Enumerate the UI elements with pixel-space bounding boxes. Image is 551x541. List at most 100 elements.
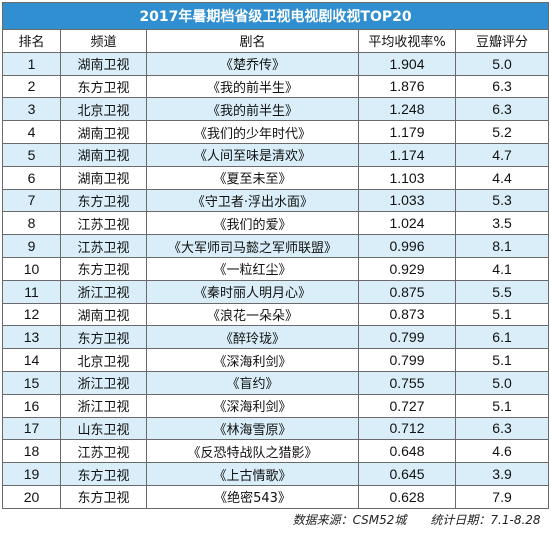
channel-cell: 浙江卫视	[60, 279, 147, 304]
drama-cell: 《秦时丽人明月心》	[146, 279, 359, 304]
douban-cell: 4.1	[454, 256, 550, 281]
table-row: 6 湖南卫视 《夏至未至》 1.103 4.4	[2, 165, 550, 190]
rank-cell: 3	[2, 97, 61, 122]
drama-cell: 《守卫者·浮出水面》	[146, 188, 359, 213]
douban-cell: 8.1	[454, 234, 550, 258]
channel-cell: 湖南卫视	[60, 165, 147, 190]
drama-cell: 《林海雪原》	[146, 416, 359, 441]
table-row: 16 浙江卫视 《深海利剑》 0.727 5.1	[2, 393, 550, 418]
column-header-drama: 剧名	[146, 29, 359, 53]
channel-cell: 东方卫视	[60, 325, 147, 350]
rank-cell: 2	[2, 74, 61, 99]
rank-cell: 6	[2, 165, 61, 190]
table-row: 9 江苏卫视 《大军师司马懿之军师联盟》 0.996 8.1	[2, 234, 550, 258]
channel-cell: 江苏卫视	[60, 439, 147, 464]
channel-cell: 北京卫视	[60, 348, 147, 372]
rating-cell: 0.727	[358, 393, 456, 418]
drama-cell: 《深海利剑》	[146, 393, 359, 418]
rank-cell: 4	[2, 120, 61, 144]
rating-cell: 0.799	[358, 325, 456, 350]
rank-cell: 16	[2, 393, 61, 418]
rating-cell: 1.248	[358, 97, 456, 122]
rank-cell: 12	[2, 302, 61, 327]
rank-cell: 1	[2, 51, 61, 76]
table-row: 5 湖南卫视 《人间至味是清欢》 1.174 4.7	[2, 142, 550, 167]
channel-cell: 东方卫视	[60, 462, 147, 486]
drama-cell: 《我的前半生》	[146, 97, 359, 122]
rating-cell: 1.103	[358, 165, 456, 190]
ratings-table: 2017年暑期档省级卫视电视剧收视TOP20 排名 频道 剧名 平均收视率% 豆…	[1, 2, 550, 532]
channel-cell: 东方卫视	[60, 74, 147, 99]
rating-cell: 0.875	[358, 279, 456, 304]
channel-cell: 湖南卫视	[60, 51, 147, 76]
douban-cell: 4.4	[454, 165, 550, 190]
table-row: 15 浙江卫视 《盲约》 0.755 5.0	[2, 370, 550, 395]
rating-cell: 0.755	[358, 370, 456, 395]
rank-cell: 14	[2, 348, 61, 372]
channel-cell: 东方卫视	[60, 256, 147, 281]
drama-cell: 《反恐特战队之猎影》	[146, 439, 359, 464]
rank-cell: 9	[2, 234, 61, 258]
header-row: 排名 频道 剧名 平均收视率% 豆瓣评分	[2, 29, 550, 53]
channel-cell: 浙江卫视	[60, 393, 147, 418]
rank-cell: 5	[2, 142, 61, 167]
rating-cell: 0.873	[358, 302, 456, 327]
rating-cell: 1.876	[358, 74, 456, 99]
douban-cell: 5.0	[454, 370, 550, 395]
rating-cell: 1.179	[358, 120, 456, 144]
drama-cell: 《我们的少年时代》	[146, 120, 359, 144]
douban-cell: 4.7	[454, 142, 550, 167]
drama-cell: 《浪花一朵朵》	[146, 302, 359, 327]
rank-cell: 19	[2, 462, 61, 486]
douban-cell: 5.3	[454, 188, 550, 213]
channel-cell: 北京卫视	[60, 97, 147, 122]
drama-cell: 《一粒红尘》	[146, 256, 359, 281]
douban-cell: 5.5	[454, 279, 550, 304]
douban-cell: 6.3	[454, 416, 550, 441]
rating-cell: 0.645	[358, 462, 456, 486]
channel-cell: 浙江卫视	[60, 370, 147, 395]
drama-cell: 《我们的爱》	[146, 211, 359, 236]
drama-cell: 《大军师司马懿之军师联盟》	[146, 234, 359, 258]
rank-cell: 8	[2, 211, 61, 236]
douban-cell: 5.1	[454, 302, 550, 327]
rating-cell: 1.904	[358, 51, 456, 76]
douban-cell: 5.1	[454, 348, 550, 372]
rank-cell: 10	[2, 256, 61, 281]
channel-cell: 湖南卫视	[60, 302, 147, 327]
drama-cell: 《我的前半生》	[146, 74, 359, 99]
rating-cell: 1.174	[358, 142, 456, 167]
rank-cell: 18	[2, 439, 61, 464]
channel-cell: 江苏卫视	[60, 234, 147, 258]
table-row: 19 东方卫视 《上古情歌》 0.645 3.9	[2, 462, 550, 486]
drama-cell: 《夏至未至》	[146, 165, 359, 190]
table-row: 4 湖南卫视 《我们的少年时代》 1.179 5.2	[2, 120, 550, 144]
douban-cell: 4.6	[454, 439, 550, 464]
drama-cell: 《醉玲珑》	[146, 325, 359, 350]
rank-cell: 15	[2, 370, 61, 395]
table-row: 8 江苏卫视 《我们的爱》 1.024 3.5	[2, 211, 550, 236]
drama-cell: 《人间至味是清欢》	[146, 142, 359, 167]
drama-cell: 《楚乔传》	[146, 51, 359, 76]
channel-cell: 湖南卫视	[60, 120, 147, 144]
rating-cell: 0.799	[358, 348, 456, 372]
channel-cell: 湖南卫视	[60, 142, 147, 167]
table-row: 17 山东卫视 《林海雪原》 0.712 6.3	[2, 416, 550, 441]
douban-cell: 3.5	[454, 211, 550, 236]
rating-cell: 1.024	[358, 211, 456, 236]
rank-cell: 13	[2, 325, 61, 350]
column-header-rank: 排名	[2, 29, 61, 53]
table-row: 2 东方卫视 《我的前半生》 1.876 6.3	[2, 74, 550, 99]
table-row: 20 东方卫视 《绝密543》 0.628 7.9	[2, 484, 550, 509]
channel-cell: 江苏卫视	[60, 211, 147, 236]
drama-cell: 《深海利剑》	[146, 348, 359, 372]
column-header-douban: 豆瓣评分	[454, 29, 550, 53]
column-header-rating: 平均收视率%	[358, 29, 456, 53]
rating-cell: 0.628	[358, 484, 456, 509]
rating-cell: 0.648	[358, 439, 456, 464]
douban-cell: 5.1	[454, 393, 550, 418]
table-row: 3 北京卫视 《我的前半生》 1.248 6.3	[2, 97, 550, 122]
rating-cell: 0.712	[358, 416, 456, 441]
column-header-channel: 频道	[60, 29, 147, 53]
